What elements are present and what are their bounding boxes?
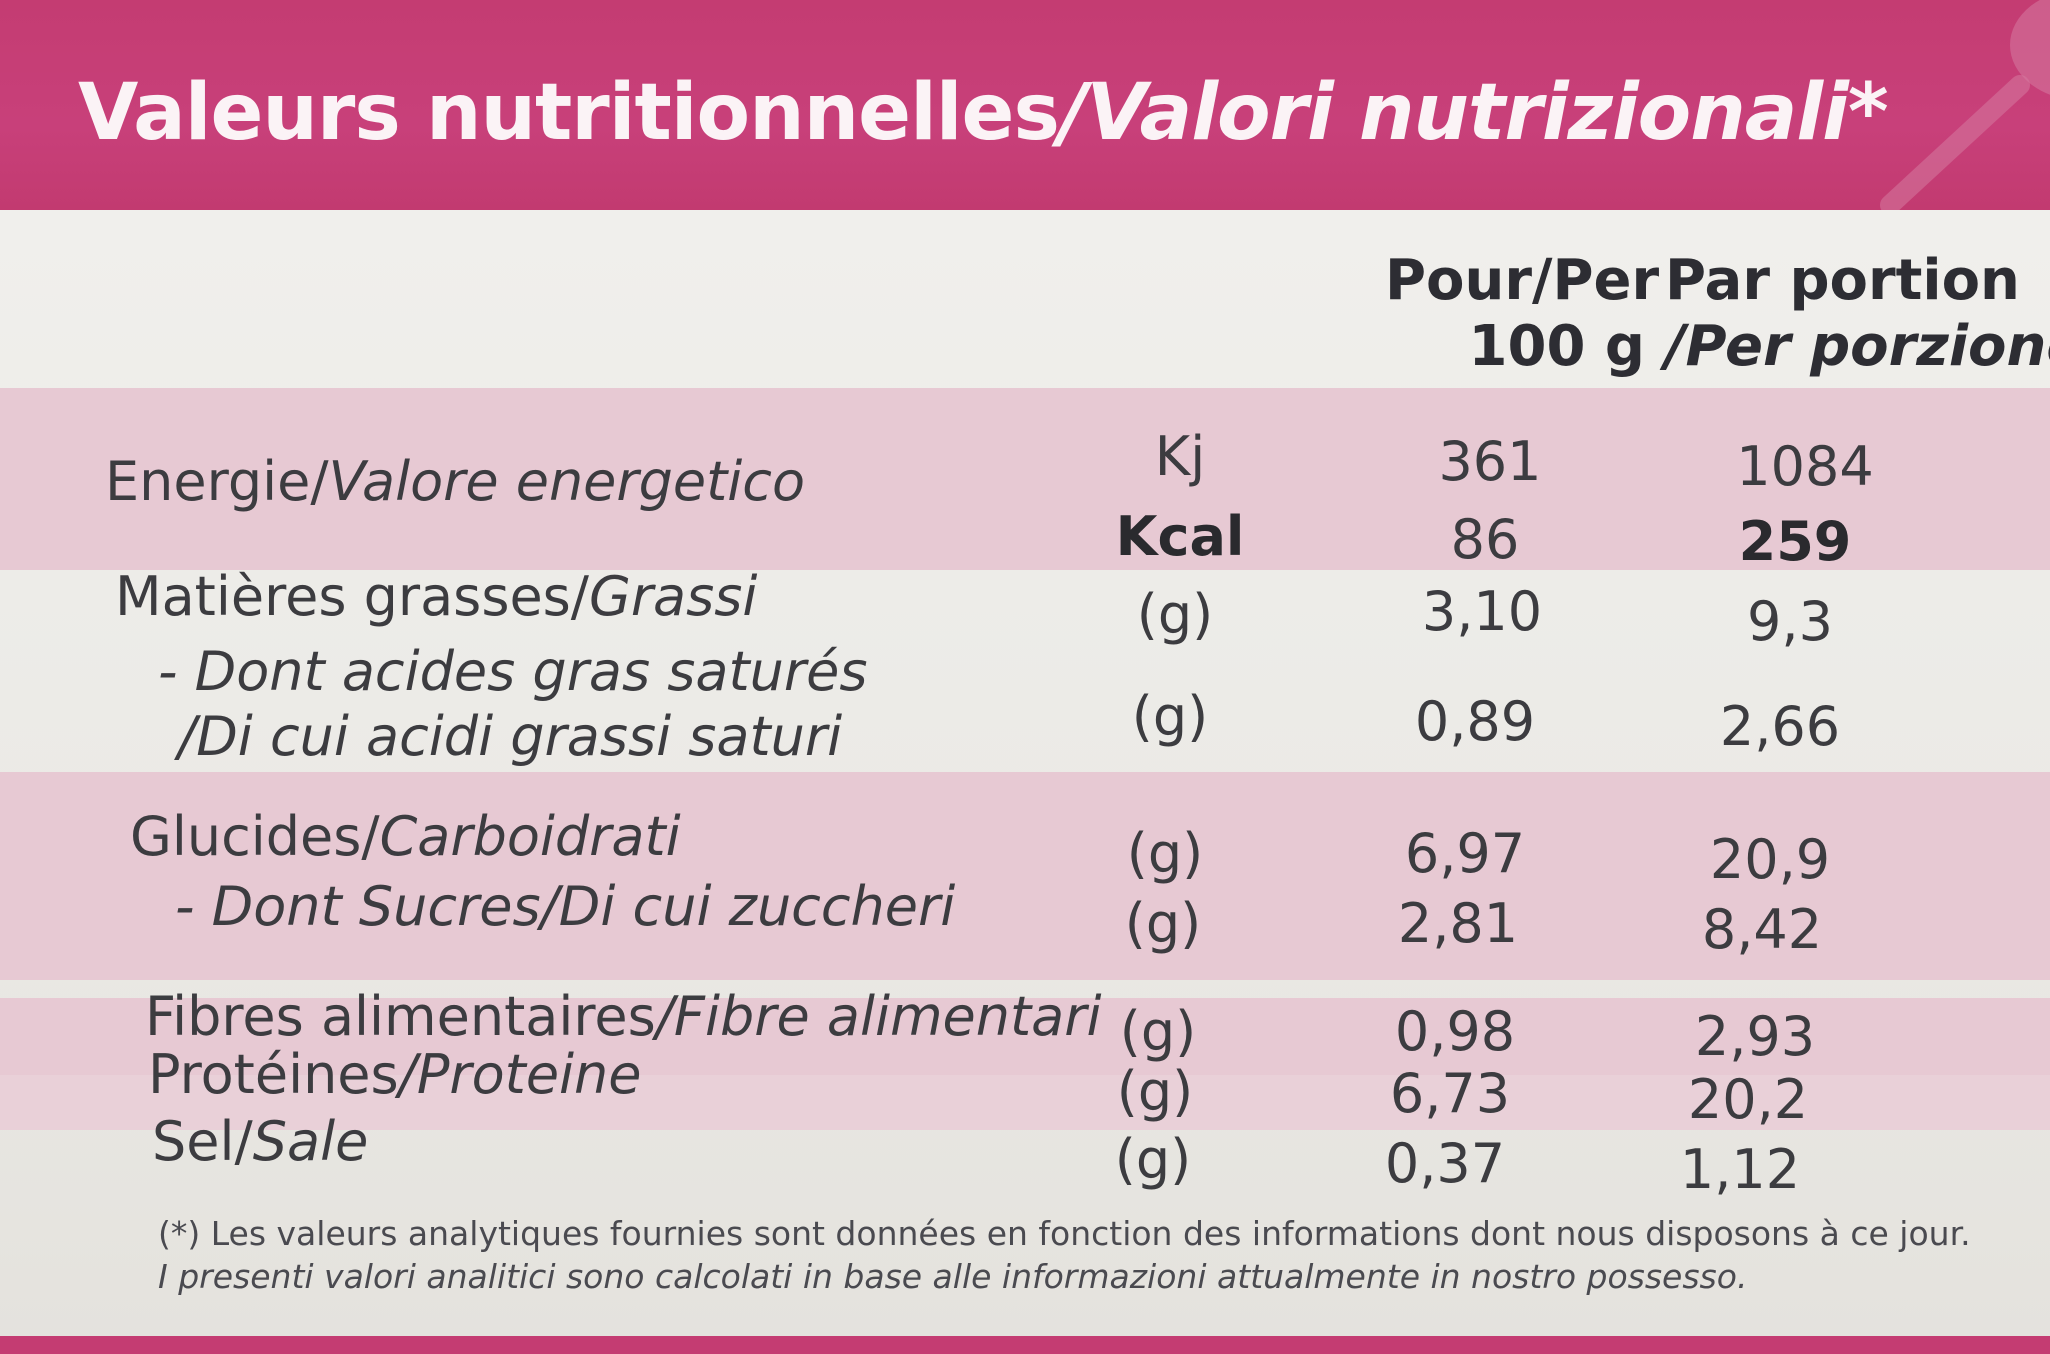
footnote-french: (*) Les valeurs analytiques fournies son… xyxy=(158,1214,1971,1253)
protein-label-it: /Proteine xyxy=(398,1043,642,1106)
protein-unit: (g) xyxy=(1116,1060,1194,1123)
carbs-per-100g: 6,97 xyxy=(1404,822,1526,885)
column-header-per-portion-line1: Par portion xyxy=(1665,248,2020,313)
sugars-per-portion: 8,42 xyxy=(1701,898,1823,961)
spoon-icon xyxy=(1880,0,2050,210)
row-band xyxy=(0,388,2050,570)
salt-unit: (g) xyxy=(1114,1128,1192,1191)
table-title: Valeurs nutritionnelles/Valori nutrizion… xyxy=(78,68,1889,158)
sugars-per-100g: 2,81 xyxy=(1397,892,1519,955)
fibre-per-100g: 0,98 xyxy=(1394,1000,1516,1063)
fat-unit: (g) xyxy=(1136,583,1214,646)
column-header-per-100g-line2: 100 g xyxy=(1468,314,1645,379)
carbs-label-fr: Glucides/ xyxy=(130,805,380,868)
kj-per-portion: 1084 xyxy=(1736,435,1874,498)
fat-per-portion: 9,3 xyxy=(1747,590,1833,653)
kcal-per-100g: 86 xyxy=(1450,508,1520,571)
satfat-unit: (g) xyxy=(1131,685,1209,748)
salt-label-it: Sale xyxy=(252,1110,369,1173)
fibre-label-it: /Fibre alimentari xyxy=(655,985,1102,1048)
column-header-per-portion-line2: /Per porzione xyxy=(1665,314,2050,379)
row-band xyxy=(0,1075,2050,1130)
carbs-per-portion: 20,9 xyxy=(1709,828,1831,891)
fat-label-it: Grassi xyxy=(589,565,758,628)
protein-label: Protéines/Proteine xyxy=(148,1043,642,1106)
satfat-label: - Dont acides gras saturés xyxy=(158,640,867,703)
salt-per-100g: 0,37 xyxy=(1384,1132,1506,1195)
fibre-label: Fibres alimentaires/Fibre alimentari xyxy=(145,985,1101,1048)
title-banner: Valeurs nutritionnelles/Valori nutrizion… xyxy=(0,0,2050,210)
title-separator: / xyxy=(1058,68,1087,158)
protein-per-100g: 6,73 xyxy=(1389,1062,1511,1125)
kcal-unit: Kcal xyxy=(1115,505,1245,568)
footnote: (*) Les valeurs analytiques fournies son… xyxy=(158,1212,1988,1298)
satfat-per-portion: 2,66 xyxy=(1719,695,1841,758)
kcal-per-portion: 259 xyxy=(1738,510,1852,573)
protein-per-portion: 20,2 xyxy=(1687,1068,1809,1131)
satfat-label-it: /Di cui acidi grassi saturi xyxy=(178,705,843,768)
column-header-per-100g-line1: Pour/Per xyxy=(1385,248,1660,313)
energy-label-fr: Energie/ xyxy=(105,450,329,513)
fat-per-100g: 3,10 xyxy=(1421,580,1543,643)
column-header-per-portion: Par portion /Per porzione xyxy=(1665,248,2050,380)
fibre-unit: (g) xyxy=(1119,1000,1197,1063)
fibre-per-portion: 2,93 xyxy=(1694,1005,1816,1068)
carbs-unit: (g) xyxy=(1126,822,1204,885)
energy-label: Energie/Valore energetico xyxy=(105,450,805,513)
fibre-label-fr: Fibres alimentaires xyxy=(145,985,656,1048)
carbs-label-it: Carboidrati xyxy=(379,805,681,868)
title-french: Valeurs nutritionnelles xyxy=(78,68,1060,158)
satfat-label-italian: /Di cui acidi grassi saturi xyxy=(178,705,842,768)
footnote-italian: I presenti valori analitici sono calcola… xyxy=(158,1257,1748,1296)
satfat-per-100g: 0,89 xyxy=(1414,690,1536,753)
bottom-border xyxy=(0,1336,2050,1354)
salt-label-fr: Sel/ xyxy=(152,1110,253,1173)
sugars-label-fr: - Dont Sucres/ xyxy=(175,875,559,938)
kj-unit: Kj xyxy=(1154,425,1206,488)
protein-label-fr: Protéines xyxy=(148,1043,399,1106)
sugars-label-it: Di cui zuccheri xyxy=(558,875,956,938)
salt-per-portion: 1,12 xyxy=(1679,1138,1801,1201)
fat-label: Matières grasses/Grassi xyxy=(115,565,757,628)
fat-label-fr: Matières grasses/ xyxy=(115,565,590,628)
salt-label: Sel/Sale xyxy=(152,1110,368,1173)
kj-per-100g: 361 xyxy=(1438,430,1542,493)
column-header-per-100g: Pour/Per 100 g xyxy=(1385,248,1660,380)
row-band xyxy=(0,772,2050,980)
energy-label-it: Valore energetico xyxy=(328,450,805,513)
carbs-label: Glucides/Carboidrati xyxy=(130,805,681,868)
sugars-unit: (g) xyxy=(1124,892,1202,955)
sugars-label: - Dont Sucres/Di cui zuccheri xyxy=(175,875,955,938)
title-italian: Valori nutrizionali* xyxy=(1086,68,1888,158)
satfat-label-fr: - Dont acides gras saturés xyxy=(158,640,868,703)
